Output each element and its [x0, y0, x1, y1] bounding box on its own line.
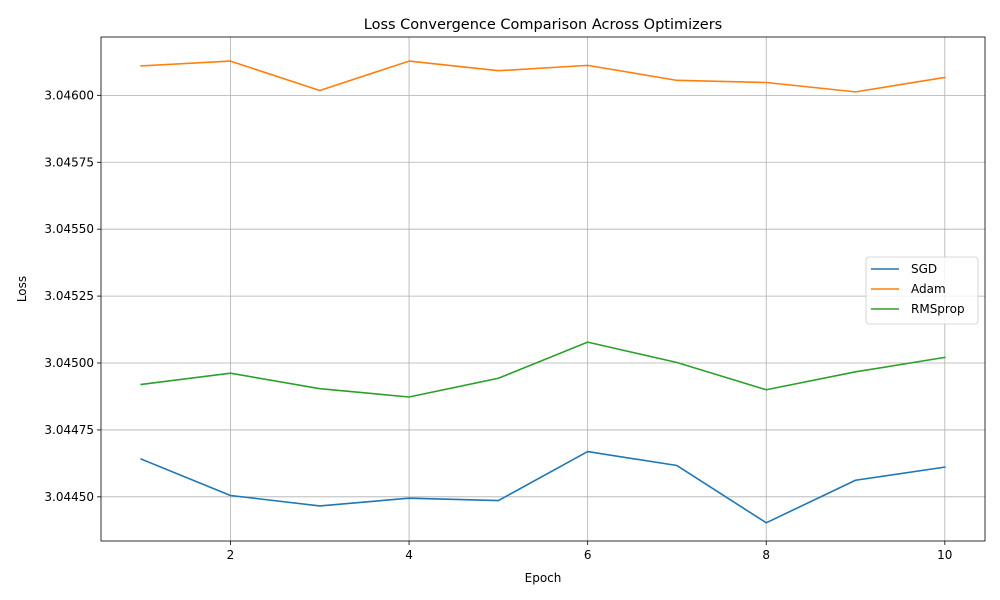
x-tick-label: 10 [937, 548, 952, 562]
y-tick-label: 3.04550 [44, 222, 94, 236]
x-axis-title: Epoch [525, 571, 562, 585]
series-layer [140, 60, 946, 524]
y-tick-label: 3.04500 [44, 356, 94, 370]
series-line-sgd [140, 450, 946, 524]
legend-frame [865, 256, 979, 325]
plot-frame [100, 36, 986, 542]
y-axis-title: Loss [15, 276, 29, 302]
y-tick-label: 3.04575 [44, 155, 94, 169]
x-tick-label: 4 [405, 548, 413, 562]
y-tick-label: 3.04600 [44, 88, 94, 102]
x-tick-label: 2 [227, 548, 235, 562]
chart-title: Loss Convergence Comparison Across Optim… [364, 17, 722, 33]
legend-label-sgd: SGD [911, 262, 937, 276]
legend-label-rmsprop: RMSprop [911, 302, 965, 316]
y-axis: 3.04450 3.04475 3.04500 3.04525 3.04550 3.045… [44, 88, 101, 504]
legend: SGD Adam RMSprop [865, 256, 979, 325]
y-tick-label: 3.04475 [44, 423, 94, 437]
y-tick-label: 3.04450 [44, 490, 94, 504]
x-axis: 2 4 6 8 10 [227, 541, 952, 562]
series-line-adam [140, 60, 946, 93]
legend-label-adam: Adam [911, 282, 946, 296]
x-tick-label: 6 [584, 548, 592, 562]
series-line-rmsprop [140, 341, 946, 398]
y-tick-label: 3.04525 [44, 289, 94, 303]
x-tick-label: 8 [762, 548, 770, 562]
